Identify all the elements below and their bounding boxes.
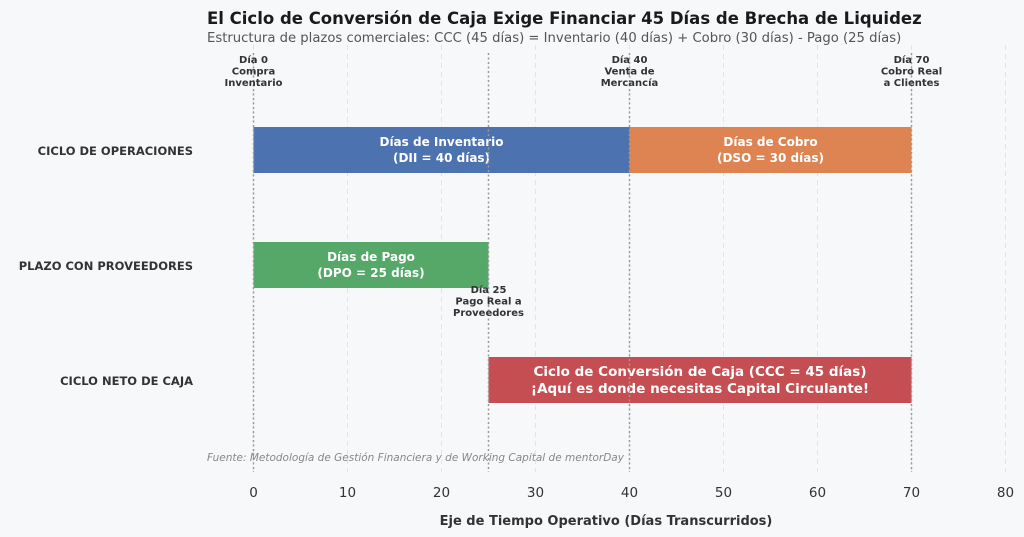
bar-label: Días de Inventario [379,135,503,149]
bars-layer: Días de Inventario (DII = 40 días) Días de… [253,127,912,403]
bar-label: ¡Aquí es donde necesitas Capital Circula… [531,381,869,397]
bar-label: (DII = 40 días) [393,151,490,165]
milestone-label: a Clientes [884,78,940,89]
milestone-label: Cobro Real [881,67,942,78]
x-tick-label: 40 [621,485,638,501]
milestone-label: Proveedores [453,308,524,319]
x-tick-label: 0 [249,485,258,501]
row-label: CICLO NETO DE CAJA [60,374,193,388]
chart-title: El Ciclo de Conversión de Caja Exige Fin… [207,9,922,28]
x-tick-label: 10 [339,485,356,501]
x-tick-label: 60 [809,485,826,501]
row-label: PLAZO CON PROVEEDORES [19,259,193,273]
x-axis-ticks: 0 10 20 30 40 50 60 70 80 [249,485,1014,501]
bar-label: Días de Cobro [723,135,817,149]
x-tick-label: 30 [527,485,544,501]
bar-segment [629,127,912,173]
milestone-label: Día 70 [894,54,930,66]
bar-segment [488,357,912,403]
milestone-label: Día 40 [612,54,648,66]
bar-label: Días de Pago [327,250,415,264]
x-tick-label: 70 [903,485,920,501]
milestone-label: Pago Real a [455,297,521,308]
row-label: CICLO DE OPERACIONES [38,144,193,158]
milestone-label: Día 25 [471,284,507,296]
row-labels: CICLO DE OPERACIONES PLAZO CON PROVEEDORE… [19,144,193,388]
milestone-label: Venta de [604,67,654,78]
x-tick-label: 50 [715,485,732,501]
x-tick-label: 80 [997,485,1014,501]
milestone-label: Inventario [224,78,282,89]
bar-segment [253,127,630,173]
bar-label: (DSO = 30 días) [717,151,824,165]
chart-subtitle: Estructura de plazos comerciales: CCC (4… [207,30,901,46]
milestone-label: Compra [232,67,275,78]
source-note: Fuente: Metodología de Gestión Financier… [207,452,625,464]
bar-label: (DPO = 25 días) [317,266,424,280]
milestone-label: Mercancía [601,77,659,89]
bar-segment [253,242,489,288]
milestone-label: Día 0 [239,54,268,66]
x-axis-label: Eje de Tiempo Operativo (Días Transcurri… [440,514,773,529]
bar-label: Ciclo de Conversión de Caja (CCC = 45 dí… [534,364,867,380]
x-tick-label: 20 [433,485,450,501]
